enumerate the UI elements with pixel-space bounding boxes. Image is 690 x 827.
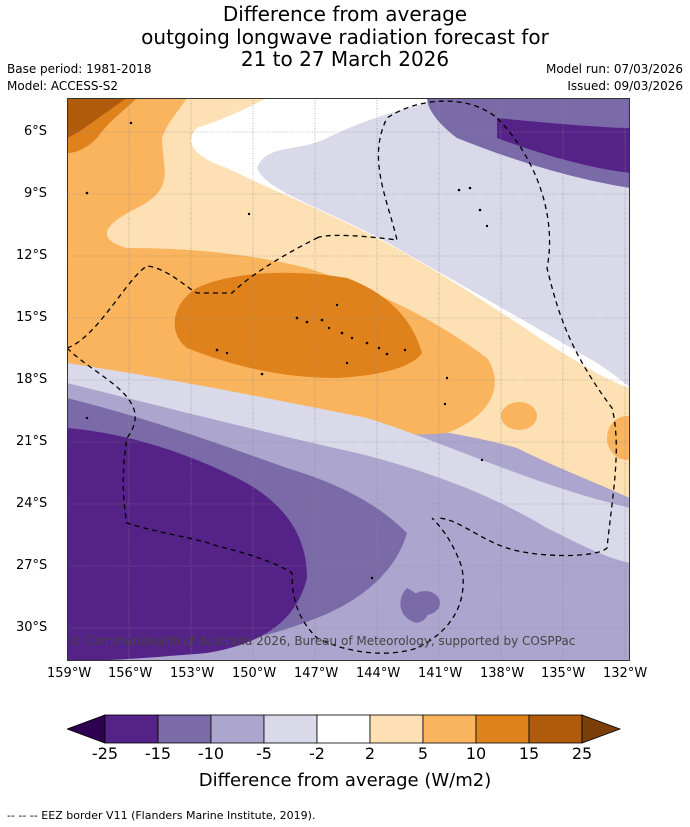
eez-border-lines: [67, 100, 617, 654]
colorbar-title: Difference from average (W/m2): [198, 770, 492, 791]
lon-label: 144°W: [356, 666, 401, 681]
lon-label: 132°W: [603, 666, 648, 681]
lat-label: 27°S: [16, 558, 48, 573]
anomaly-patch-orange-edge: [607, 416, 630, 460]
lat-label: 21°S: [16, 434, 48, 449]
anomaly-band-dark-orange: [67, 98, 127, 138]
colorbar-tick-label: 25: [571, 744, 593, 763]
colorbar-tick-label: 5: [417, 744, 429, 763]
lon-label: 141°W: [418, 666, 463, 681]
colorbar-segment: [369, 714, 424, 744]
colorbar-tick-label: 10: [465, 744, 487, 763]
colorbar-segment: [316, 714, 371, 744]
model-run: Model run: 07/03/2026: [545, 62, 683, 76]
colorbar-segment: [263, 714, 318, 744]
colorbar-tick-label: -15: [144, 744, 172, 763]
colorbar-segment: [422, 714, 477, 744]
title-line-3: 21 to 27 March 2026: [240, 47, 450, 71]
copyright-notice: © Commonwealth of Australia 2026, Bureau…: [70, 634, 576, 648]
colorbar-tick-label: -10: [197, 744, 225, 763]
lat-label: 15°S: [16, 310, 48, 325]
anomaly-band-lower-dark-purple: [67, 428, 307, 661]
lon-label: 135°W: [541, 666, 586, 681]
colorbar-segment: [475, 714, 530, 744]
lat-label: 24°S: [16, 496, 48, 511]
lon-label: 156°W: [108, 666, 153, 681]
olr-anomaly-map: [67, 98, 630, 661]
colorbar-tick-label: -2: [309, 744, 325, 763]
map-frame: [67, 98, 630, 661]
lat-label: 18°S: [16, 372, 48, 387]
lon-label: 138°W: [480, 666, 525, 681]
colorbar-tick-label: 15: [518, 744, 540, 763]
title-line-2: outgoing longwave radiation forecast for: [141, 25, 549, 49]
colorbar-segment: [528, 714, 583, 744]
anomaly-patch-orange: [501, 402, 537, 430]
colorbar-segment: [210, 714, 265, 744]
model-name: Model: ACCESS-S2: [7, 79, 119, 93]
lon-label: 153°W: [170, 666, 215, 681]
colorbar: [67, 714, 622, 744]
lon-label: 147°W: [294, 666, 339, 681]
base-period: Base period: 1981-2018: [7, 62, 152, 76]
colorbar-extend-low: [67, 714, 106, 744]
colorbar-segment: [157, 714, 212, 744]
colorbar-tick-label: -5: [256, 744, 272, 763]
lat-label: 6°S: [24, 124, 48, 139]
lat-label: 9°S: [24, 186, 48, 201]
issued-date: Issued: 09/03/2026: [567, 79, 683, 93]
lat-label: 30°S: [16, 620, 48, 635]
colorbar-tick-label: 2: [364, 744, 376, 763]
lat-label: 12°S: [16, 248, 48, 263]
lon-label: 150°W: [232, 666, 277, 681]
eez-legend-note: -- -- -- EEZ border V11 (Flanders Marine…: [7, 809, 316, 822]
island-markers: [85, 121, 489, 580]
colorbar-tick-label: -25: [91, 744, 119, 763]
title-line-1: Difference from average: [222, 2, 468, 26]
colorbar-extend-high: [581, 714, 622, 744]
anomaly-patch-purple: [410, 591, 440, 615]
anomaly-band-orange: [67, 98, 422, 378]
colorbar-segment: [104, 714, 159, 744]
lon-label: 159°W: [47, 666, 92, 681]
